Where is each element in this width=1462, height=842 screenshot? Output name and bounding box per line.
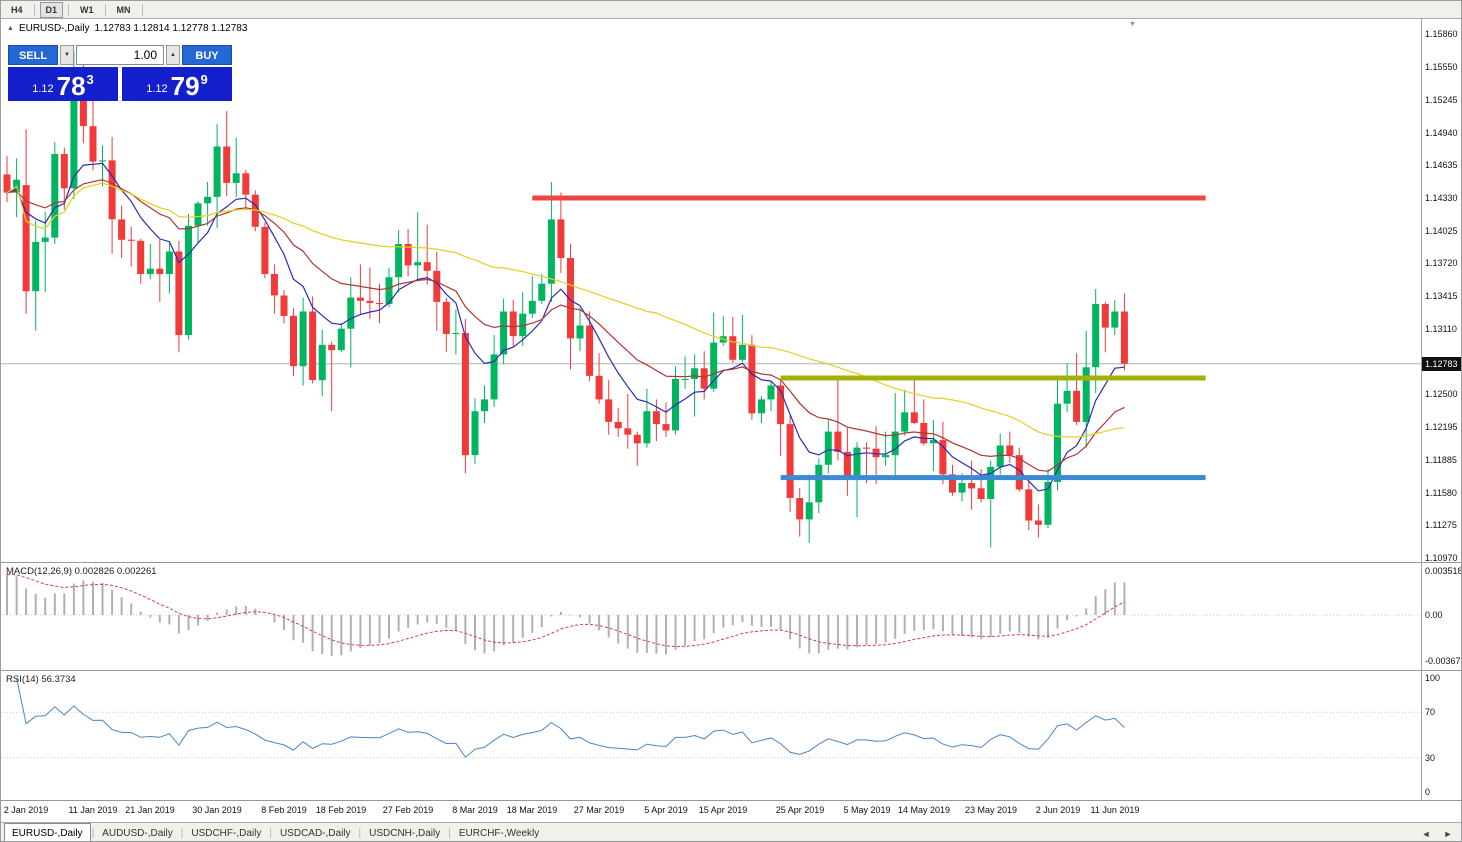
tab-audusd-daily[interactable]: AUDUSD-,Daily: [102, 828, 173, 839]
timeframe-d1-button[interactable]: D1: [39, 1, 64, 18]
time-axis-label: 11 Jan 2019: [68, 805, 118, 815]
toolbar-separator: [68, 3, 70, 16]
volume-decrease-button[interactable]: ▼: [60, 45, 74, 65]
buy-price-display[interactable]: 1.12 79 9: [122, 67, 232, 101]
price-axis-label: 1.11275: [1425, 520, 1457, 530]
tab-separator: |: [91, 828, 95, 839]
time-axis-label: 15 Apr 2019: [698, 805, 748, 815]
time-axis-label: 18 Feb 2019: [315, 805, 367, 815]
current-price-tag: 1.12783: [1422, 357, 1461, 371]
price-axis-label: 1.15860: [1425, 29, 1458, 39]
toolbar-separator: [104, 3, 106, 16]
tab-usdcnh-daily[interactable]: USDCNH-,Daily: [369, 828, 441, 839]
rsi-chart[interactable]: [1, 671, 1421, 799]
volume-increase-button[interactable]: ▲: [166, 45, 180, 65]
time-axis[interactable]: 2 Jan 2019 11 Jan 2019 21 Jan 2019 30 Jan 2…: [1, 800, 1461, 822]
chart-tab-bar: EURUSD-,Daily | AUDUSD-,Daily | USDCHF-,…: [1, 822, 1461, 841]
macd-axis-label: 0.003518: [1425, 566, 1461, 576]
sell-price-prefix: 1.12: [32, 83, 54, 95]
time-axis-label: 2 Jun 2019: [1035, 805, 1081, 815]
price-axis-label: 1.14635: [1425, 160, 1458, 170]
macd-indicator-label: MACD(12,26,9) 0.002826 0.002261: [6, 566, 157, 577]
tab-eurchf-weekly[interactable]: EURCHF-,Weekly: [458, 828, 540, 839]
time-axis-label: 27 Feb 2019: [382, 805, 434, 815]
price-axis[interactable]: 1.15860 1.15550 1.15245 1.14940 1.14635 1.143…: [1421, 19, 1461, 562]
price-axis-label: 1.14940: [1425, 128, 1458, 138]
time-axis-label: 2 Jan 2019: [3, 805, 49, 815]
chart-ohlc-values: 1.12783 1.12814 1.12778 1.12783: [94, 23, 248, 34]
time-axis-label: 23 May 2019: [964, 805, 1018, 815]
time-axis-label: 5 May 2019: [843, 805, 891, 815]
price-chart-panel: ▲ EURUSD-,Daily 1.12783 1.12814 1.12778 …: [1, 19, 1461, 562]
buy-button[interactable]: BUY: [182, 45, 232, 65]
tabs-scroll-left-button[interactable]: ◄: [1421, 828, 1431, 839]
time-axis-label: 27 Mar 2019: [573, 805, 625, 815]
price-axis-label: 1.12500: [1425, 389, 1458, 399]
rsi-panel: RSI(14) 56.3734 100 70 30 0: [1, 670, 1461, 800]
price-axis-label: 1.12195: [1425, 422, 1458, 432]
macd-axis-label: 0.00: [1425, 610, 1443, 620]
buy-price-prefix: 1.12: [146, 83, 168, 95]
rsi-indicator-label: RSI(14) 56.3734: [6, 674, 76, 685]
macd-axis: 0.003518 0.00 -0.00367: [1421, 563, 1461, 670]
volume-input[interactable]: [76, 45, 164, 65]
sell-button[interactable]: SELL: [8, 45, 58, 65]
price-axis-label: 1.11885: [1425, 455, 1457, 465]
chart-header: ▲ EURUSD-,Daily 1.12783 1.12814 1.12778 …: [7, 23, 247, 34]
macd-panel: MACD(12,26,9) 0.002826 0.002261 0.003518…: [1, 562, 1461, 670]
time-axis-label: 8 Mar 2019: [452, 805, 498, 815]
timeframe-w1-button[interactable]: W1: [80, 4, 94, 15]
timeframe-toolbar: H4 D1 W1 MN: [1, 1, 1461, 19]
sell-price-digits: 78: [56, 71, 86, 101]
time-axis-label: 21 Jan 2019: [125, 805, 175, 815]
chart-symbol-label: EURUSD-,Daily: [18, 23, 90, 34]
tab-eurusd-daily[interactable]: EURUSD-,Daily: [4, 823, 91, 841]
price-axis-label: 1.14330: [1425, 193, 1458, 203]
price-chart[interactable]: [1, 19, 1421, 562]
tab-separator: |: [269, 828, 272, 839]
time-axis-label: 30 Jan 2019: [192, 805, 242, 815]
rsi-axis-label: 70: [1425, 707, 1436, 717]
tab-usdchf-daily[interactable]: USDCHF-,Daily: [191, 828, 262, 839]
rsi-axis: 100 70 30 0: [1421, 671, 1461, 800]
macd-axis-label: -0.00367: [1425, 656, 1461, 666]
time-axis-label: 18 Mar 2019: [506, 805, 558, 815]
chart-shift-marker-icon: ▼: [1129, 21, 1136, 28]
tabs-scroll-right-button[interactable]: ►: [1443, 828, 1453, 839]
time-axis-label: 5 Apr 2019: [644, 805, 688, 815]
time-axis-label: 14 May 2019: [897, 805, 951, 815]
tab-separator: |: [358, 828, 362, 839]
symbol-marker-icon: ▲: [7, 25, 14, 32]
sell-price-pipette: 3: [86, 72, 94, 87]
one-click-trading-panel: SELL ▼ ▲ BUY 1.12 78 3 1.12 79 9: [8, 45, 232, 101]
time-axis-label: 11 Jun 2019: [1090, 805, 1140, 815]
rsi-axis-label: 0: [1425, 787, 1431, 797]
price-axis-label: 1.14025: [1425, 226, 1458, 236]
time-axis-label: 25 Apr 2019: [775, 805, 825, 815]
tab-separator: |: [448, 828, 451, 839]
price-axis-label: 1.15245: [1425, 95, 1458, 105]
price-axis-label: 1.13720: [1425, 258, 1458, 268]
tab-separator: |: [180, 828, 184, 839]
toolbar-separator: [141, 3, 143, 16]
sell-price-display[interactable]: 1.12 78 3: [8, 67, 118, 101]
price-axis-label: 1.11580: [1425, 488, 1457, 498]
price-axis-label: 1.13110: [1425, 324, 1457, 334]
tab-usdcad-daily[interactable]: USDCAD-,Daily: [279, 828, 351, 839]
price-axis-label: 1.15550: [1425, 62, 1458, 72]
buy-price-digits: 79: [170, 71, 200, 101]
time-axis-label: 8 Feb 2019: [261, 805, 307, 815]
rsi-axis-label: 30: [1425, 753, 1436, 763]
price-axis-label: 1.13415: [1425, 291, 1458, 301]
price-axis-label: 1.10970: [1425, 553, 1458, 562]
buy-price-pipette: 9: [200, 72, 208, 87]
rsi-axis-label: 100: [1425, 673, 1441, 683]
timeframe-h4-button[interactable]: H4: [11, 4, 23, 15]
timeframe-mn-button[interactable]: MN: [116, 4, 131, 15]
toolbar-separator: [33, 3, 35, 16]
macd-chart[interactable]: [1, 563, 1421, 669]
